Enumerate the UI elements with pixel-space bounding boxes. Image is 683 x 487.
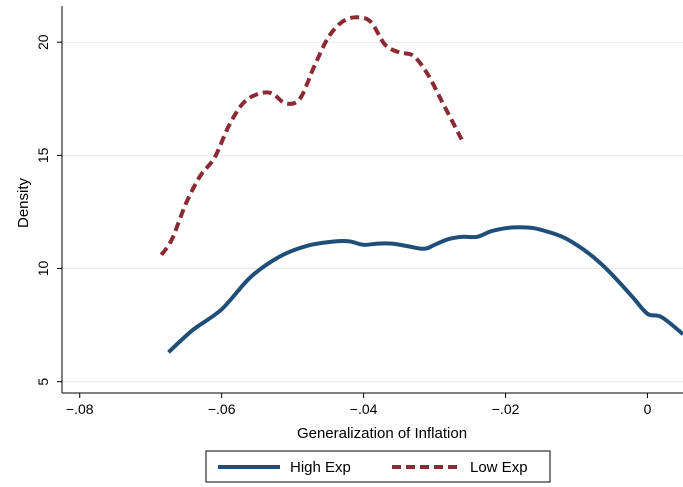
series-line-high-exp [167,225,683,354]
x-tick-label: 0 [644,401,652,417]
x-tick-label: −.02 [492,401,520,417]
axes-layer: 5 10 15 20 −.08 −.06 −.04 −.02 0 [35,6,683,417]
legend-label-low-exp: Low Exp [470,459,528,476]
y-tick-label: 20 [35,34,51,50]
series-line-low-exp [159,15,464,257]
x-tick-label: −.06 [208,401,236,417]
x-tick-label: −.04 [350,401,378,417]
y-tick-label: 5 [35,378,51,386]
legend-label-high-exp: High Exp [290,459,351,476]
y-tick-label: 10 [35,261,51,277]
y-axis-title: Density [15,177,32,228]
y-tick-label: 15 [35,147,51,163]
series-layer [159,15,683,354]
x-tick-label: −.08 [66,401,94,417]
legend: High Exp Low Exp [205,450,551,483]
grid-layer [62,41,683,383]
x-axis-title: Generalization of Inflation [297,425,467,442]
